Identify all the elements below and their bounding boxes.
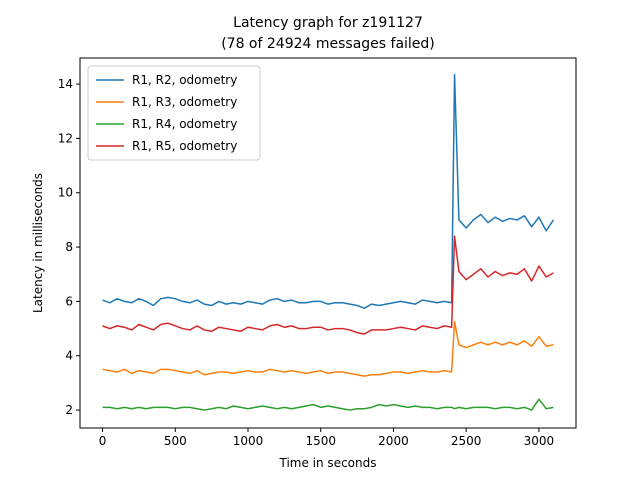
y-tick-label: 14 bbox=[58, 77, 73, 91]
chart-title: Latency graph for z191127 bbox=[233, 15, 423, 31]
x-tick-label: 3000 bbox=[524, 434, 555, 448]
x-tick-label: 2500 bbox=[451, 434, 482, 448]
y-tick-label: 12 bbox=[58, 131, 73, 145]
y-axis-label: Latency in milliseconds bbox=[31, 173, 45, 313]
series-line bbox=[102, 73, 555, 309]
x-tick-label: 0 bbox=[99, 434, 107, 448]
x-tick-label: 2000 bbox=[378, 434, 409, 448]
x-tick-label: 1000 bbox=[233, 434, 264, 448]
series-line bbox=[102, 398, 554, 411]
x-axis-label: Time in seconds bbox=[279, 456, 377, 470]
plot-frame bbox=[79, 57, 577, 429]
x-tick-label: 500 bbox=[164, 434, 187, 448]
legend-label: R1, R5, odometry bbox=[132, 139, 237, 153]
y-tick-label: 8 bbox=[65, 240, 73, 254]
legend-label: R1, R4, odometry bbox=[132, 117, 237, 131]
series-line bbox=[102, 321, 554, 377]
legend-box bbox=[87, 65, 261, 161]
chart-subtitle: (78 of 24924 messages failed) bbox=[221, 36, 435, 52]
series-line bbox=[102, 235, 554, 335]
legend-label: R1, R3, odometry bbox=[132, 95, 237, 109]
y-tick-label: 6 bbox=[65, 294, 73, 308]
y-tick-label: 10 bbox=[58, 186, 73, 200]
y-tick-label: 2 bbox=[65, 403, 73, 417]
legend-label: R1, R2, odometry bbox=[132, 73, 237, 87]
y-tick-label: 4 bbox=[65, 349, 73, 363]
x-tick-label: 1500 bbox=[305, 434, 336, 448]
